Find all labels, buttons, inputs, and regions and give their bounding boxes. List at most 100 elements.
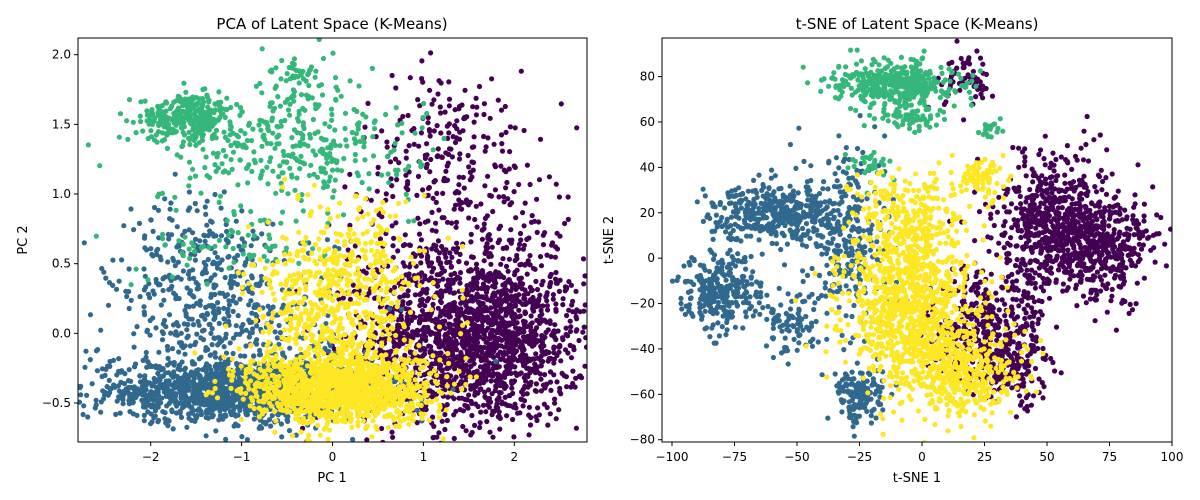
pca-data-point	[580, 329, 586, 335]
pca-data-point	[144, 247, 150, 253]
pca-data-point	[478, 201, 484, 207]
pca-data-point	[466, 215, 472, 221]
pca-data-point	[256, 360, 262, 366]
pca-data-point	[460, 174, 466, 180]
pca-data-point	[234, 101, 240, 108]
pca-data-point	[442, 109, 448, 115]
pca-data-point	[417, 291, 423, 298]
pca-data-point	[428, 156, 434, 163]
pca-data-point	[53, 411, 58, 416]
pca-data-point	[174, 403, 180, 409]
pca-data-point	[181, 321, 187, 327]
pca-data-point	[289, 135, 295, 141]
pca-data-point	[329, 111, 335, 118]
pca-data-point	[400, 260, 406, 266]
pca-data-point	[467, 169, 473, 175]
pca-data-point	[443, 336, 449, 342]
pca-data-point	[322, 121, 328, 127]
pca-data-point	[182, 234, 188, 240]
pca-data-point	[331, 138, 337, 144]
pca-data-point	[171, 114, 177, 120]
pca-data-point	[454, 188, 460, 195]
pca-data-point	[495, 352, 501, 358]
pca-data-point	[452, 123, 458, 129]
pca-data-point	[299, 192, 305, 198]
pca-data-point	[212, 101, 218, 107]
pca-data-point	[160, 366, 166, 372]
pca-data-point	[203, 433, 209, 439]
pca-data-point	[329, 167, 336, 173]
pca-data-point	[534, 369, 541, 375]
pca-data-point	[488, 298, 494, 304]
pca-data-point	[478, 386, 484, 392]
pca-data-point	[228, 227, 234, 233]
pca-data-point	[141, 309, 147, 315]
pca-data-point	[233, 218, 239, 224]
pca-data-point	[480, 281, 486, 287]
pca-data-point	[154, 248, 160, 254]
pca-data-point	[503, 298, 509, 304]
pca-data-point	[103, 366, 109, 372]
pca-data-point	[533, 388, 540, 394]
pca-data-point	[544, 404, 550, 411]
pca-data-point	[449, 154, 455, 160]
pca-data-point	[384, 139, 390, 145]
pca-data-point	[151, 204, 158, 211]
pca-data-point	[517, 230, 524, 237]
pca-data-point	[290, 87, 296, 93]
pca-data-point	[292, 187, 298, 193]
pca-data-point	[235, 230, 241, 236]
pca-data-point	[264, 258, 270, 264]
pca-data-point	[327, 174, 333, 180]
pca-data-point	[554, 379, 560, 385]
pca-data-point	[330, 194, 336, 200]
pca-data-point	[170, 255, 176, 261]
pca-data-point	[431, 423, 437, 429]
pca-data-point	[240, 251, 246, 257]
pca-data-point	[505, 345, 511, 351]
pca-data-point	[218, 364, 224, 370]
pca-data-point	[290, 143, 296, 150]
pca-data-point	[212, 107, 218, 113]
pca-data-point	[352, 243, 358, 249]
pca-data-point	[144, 364, 150, 370]
pca-data-point	[442, 411, 448, 418]
pca-data-point	[430, 301, 436, 307]
pca-data-point	[429, 269, 435, 275]
pca-data-point	[103, 275, 109, 281]
pca-data-point	[246, 162, 252, 168]
pca-data-point	[249, 319, 255, 325]
pca-data-point	[473, 266, 479, 272]
pca-data-point	[436, 350, 442, 356]
pca-data-point	[441, 178, 447, 184]
pca-data-point	[265, 181, 271, 187]
pca-data-point	[545, 422, 551, 428]
pca-data-point	[393, 85, 399, 91]
pca-data-point	[516, 326, 523, 332]
pca-data-point	[516, 307, 522, 313]
pca-data-point	[149, 251, 155, 258]
pca-data-point	[190, 230, 196, 236]
pca-data-point	[305, 143, 311, 149]
pca-data-point	[176, 378, 182, 384]
pca-data-point	[272, 243, 278, 249]
pca-data-point	[83, 348, 89, 354]
pca-data-point	[520, 301, 526, 307]
pca-data-point	[182, 351, 188, 357]
pca-data-point	[141, 235, 148, 241]
pca-data-point	[393, 220, 399, 226]
pca-data-point	[238, 247, 244, 253]
pca-data-point	[202, 204, 208, 210]
pca-data-point	[437, 104, 443, 110]
pca-data-point	[355, 173, 361, 179]
pca-data-point	[173, 128, 179, 135]
pca-data-point	[282, 117, 288, 124]
pca-data-point	[217, 108, 223, 114]
pca-data-point	[233, 300, 239, 306]
pca-data-point	[417, 221, 423, 227]
pca-data-point	[551, 372, 557, 378]
pca-data-point	[141, 412, 147, 418]
pca-data-point	[503, 185, 509, 191]
pca-data-point	[538, 363, 544, 369]
pca-data-point	[446, 310, 452, 316]
